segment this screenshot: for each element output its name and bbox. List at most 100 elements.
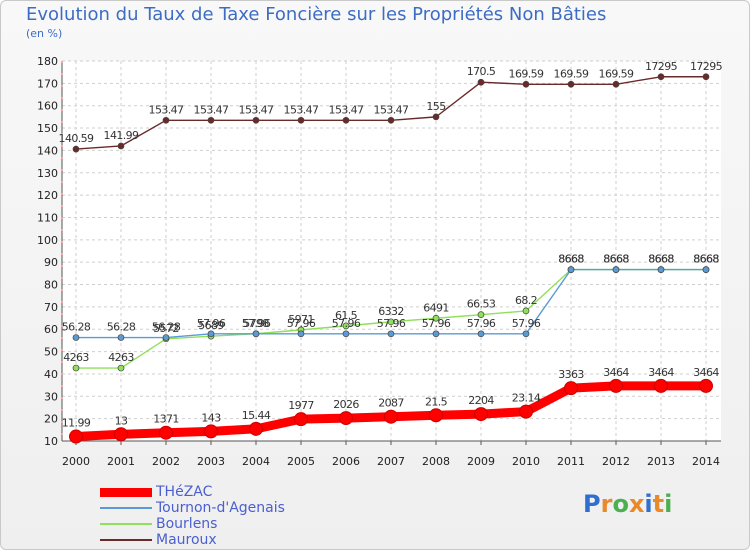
data-labels: 11.99 13 1371 143 15.44 1977 2026 2087 21.5 2204 2… bbox=[59, 60, 724, 430]
data-point bbox=[204, 424, 218, 439]
legend: THéZAC Tournon-d'Agenais Bourlens Mauroux bbox=[100, 484, 285, 548]
data-label: 57.96 bbox=[242, 317, 271, 330]
legend-swatch bbox=[100, 523, 152, 525]
data-label: 153.47 bbox=[374, 103, 409, 116]
data-point bbox=[477, 78, 485, 86]
y-tick-label: 10 bbox=[44, 435, 58, 448]
data-point bbox=[384, 409, 398, 424]
data-point bbox=[339, 411, 353, 426]
data-point bbox=[207, 330, 215, 338]
data-label: 2087 bbox=[378, 397, 404, 410]
y-tick-label: 110 bbox=[37, 211, 58, 224]
x-tick-label: 2014 bbox=[692, 455, 720, 468]
data-label: 8668 bbox=[693, 253, 719, 266]
legend-label: Tournon-d'Agenais bbox=[156, 500, 285, 516]
x-tick-label: 2001 bbox=[107, 455, 135, 468]
data-label: 141.99 bbox=[104, 129, 139, 142]
data-label: 153.47 bbox=[149, 103, 184, 116]
data-label: 5689 bbox=[198, 319, 224, 332]
data-point bbox=[387, 116, 395, 124]
data-label: 57.96 bbox=[467, 317, 496, 330]
data-label: 4263 bbox=[63, 351, 89, 364]
logo-letter: i bbox=[644, 490, 653, 518]
data-point bbox=[567, 266, 575, 273]
data-point bbox=[702, 266, 710, 273]
data-label: 56.28 bbox=[107, 321, 136, 334]
data-point bbox=[657, 73, 665, 81]
y-tick-label: 180 bbox=[37, 55, 58, 68]
data-label: 56.28 bbox=[62, 321, 91, 334]
data-label: 13 bbox=[115, 414, 128, 427]
data-label: 1977 bbox=[288, 399, 314, 412]
data-point bbox=[657, 266, 665, 273]
data-point bbox=[522, 307, 530, 315]
x-tick-label: 2004 bbox=[242, 455, 270, 468]
data-label: 66.53 bbox=[467, 298, 496, 311]
data-point bbox=[567, 80, 575, 88]
data-label: 15.44 bbox=[242, 409, 271, 422]
x-tick-label: 2011 bbox=[557, 455, 585, 468]
data-label: 8668 bbox=[648, 253, 674, 266]
data-point bbox=[162, 116, 170, 124]
data-label: 155 bbox=[426, 100, 446, 113]
legend-item: Tournon-d'Agenais bbox=[100, 500, 285, 516]
data-label: 2026 bbox=[333, 398, 359, 411]
series-0 bbox=[69, 378, 713, 444]
data-label: 140.59 bbox=[59, 132, 94, 145]
plot-area bbox=[62, 61, 721, 441]
legend-item: THéZAC bbox=[100, 484, 285, 500]
series-group bbox=[69, 73, 713, 444]
data-point bbox=[114, 427, 128, 442]
data-label: 3464 bbox=[693, 366, 719, 379]
data-label: 1371 bbox=[153, 413, 179, 426]
data-label: 8668 bbox=[648, 253, 674, 266]
data-point bbox=[297, 330, 305, 338]
data-label: 169.59 bbox=[599, 67, 634, 80]
x-tick-label: 2003 bbox=[197, 455, 225, 468]
x-tick-label: 2010 bbox=[512, 455, 540, 468]
y-tick-label: 120 bbox=[37, 189, 58, 202]
data-point bbox=[297, 116, 305, 124]
data-point bbox=[294, 412, 308, 427]
data-label: 143 bbox=[201, 411, 221, 424]
grid bbox=[62, 60, 721, 442]
legend-swatch bbox=[100, 487, 152, 497]
data-point bbox=[252, 330, 260, 338]
x-tick-label: 2008 bbox=[422, 455, 450, 468]
data-point bbox=[429, 408, 443, 423]
proxiti-logo: Proxiti bbox=[583, 490, 672, 518]
data-point bbox=[117, 334, 125, 341]
data-point bbox=[342, 116, 350, 124]
data-label: 57.96 bbox=[332, 317, 361, 330]
y-tick-label: 150 bbox=[37, 122, 58, 135]
data-label: 57.96 bbox=[422, 317, 451, 330]
data-point bbox=[432, 113, 440, 121]
data-label: 57.96 bbox=[377, 317, 406, 330]
series-1 bbox=[72, 266, 710, 341]
y-tick-label: 40 bbox=[44, 368, 58, 381]
data-label: 153.47 bbox=[284, 103, 319, 116]
data-label: 3464 bbox=[603, 366, 629, 379]
data-point bbox=[432, 314, 440, 322]
data-point bbox=[477, 311, 485, 318]
y-tick-label: 80 bbox=[44, 279, 58, 292]
axes: 1020304050607080901001101201301401501601… bbox=[37, 55, 721, 468]
data-label: 2204 bbox=[468, 394, 494, 407]
data-label: 8668 bbox=[558, 253, 584, 266]
data-label: 56.28 bbox=[152, 321, 181, 334]
data-point bbox=[699, 378, 713, 393]
data-point bbox=[519, 404, 533, 419]
y-tick-label: 140 bbox=[37, 144, 58, 157]
data-point bbox=[387, 330, 395, 338]
data-label: 153.47 bbox=[239, 103, 274, 116]
data-point bbox=[342, 322, 350, 330]
data-point bbox=[159, 425, 173, 440]
data-point bbox=[612, 80, 620, 88]
data-label: 68.2 bbox=[515, 294, 537, 307]
y-tick-label: 170 bbox=[37, 77, 58, 90]
y-tick-label: 160 bbox=[37, 100, 58, 113]
data-label: 169.59 bbox=[509, 67, 544, 80]
data-label: 57.96 bbox=[512, 317, 541, 330]
data-point bbox=[72, 145, 80, 153]
y-tick-label: 70 bbox=[44, 301, 58, 314]
